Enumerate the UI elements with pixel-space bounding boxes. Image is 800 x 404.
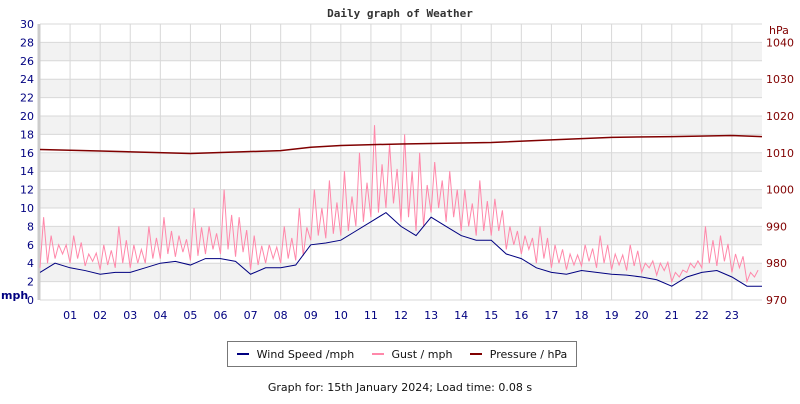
y-tick-label: 24: [20, 73, 34, 86]
legend: Wind Speed /mph Gust / mph Pressure / hP…: [227, 341, 577, 367]
gust-swatch: [371, 353, 384, 355]
y-tick-label: 28: [20, 36, 34, 49]
y-tick-label: 22: [20, 92, 34, 105]
chart-title: Daily graph of Weather: [327, 7, 473, 20]
x-tick-label: 13: [424, 309, 438, 322]
pressure-swatch: [469, 353, 482, 355]
legend-wind-label: Wind Speed /mph: [256, 347, 355, 361]
x-tick-label: 07: [244, 309, 258, 322]
x-tick-label: 05: [183, 309, 197, 322]
x-tick-label: 20: [635, 309, 649, 322]
x-tick-label: 12: [394, 309, 408, 322]
legend-wind: Wind Speed /mph: [236, 347, 355, 361]
x-tick-label: 10: [334, 309, 348, 322]
y-tick-label: 14: [20, 165, 34, 178]
y2-tick-label: 970: [766, 294, 787, 307]
y2-tick-label: 1010: [766, 147, 794, 160]
pressure-series-line: [39, 134, 763, 155]
legend-pressure-label: Pressure / hPa: [489, 347, 568, 361]
x-tick-label: 22: [695, 309, 709, 322]
y2-axis-label: hPa: [769, 24, 789, 37]
y2-tick-label: 990: [766, 220, 787, 233]
x-tick-label: 03: [123, 309, 137, 322]
y-tick-label: 30: [20, 18, 34, 31]
y-tick-label: 20: [20, 110, 34, 123]
x-tick-label: 21: [665, 309, 679, 322]
x-tick-label: 17: [544, 309, 558, 322]
wind-series-line: [39, 211, 762, 287]
legend-gust-label: Gust / mph: [391, 347, 453, 361]
x-tick-label: 09: [304, 309, 318, 322]
y2-tick-label: 1040: [766, 36, 794, 49]
legend-gust: Gust / mph: [371, 347, 453, 361]
x-tick-label: 04: [153, 309, 167, 322]
x-tick-label: 11: [364, 309, 378, 322]
y-tick-label: 12: [20, 184, 34, 197]
y-tick-label: 8: [27, 220, 34, 233]
footer-text: Graph for: 15th January 2024; Load time:…: [267, 381, 533, 394]
wind-swatch: [236, 353, 249, 355]
y-tick-label: 18: [20, 128, 34, 141]
x-tick-label: 01: [63, 309, 77, 322]
x-tick-label: 15: [484, 309, 498, 322]
x-tick-label: 14: [454, 309, 468, 322]
gust-series-line: [39, 125, 759, 284]
y-tick-label: 2: [27, 276, 34, 289]
y2-tick-label: 980: [766, 257, 787, 270]
x-tick-label: 18: [575, 309, 589, 322]
y2-tick-label: 1030: [766, 73, 794, 86]
x-tick-label: 06: [214, 309, 228, 322]
x-tick-label: 23: [725, 309, 739, 322]
x-tick-label: 08: [274, 309, 288, 322]
x-tick-label: 02: [93, 309, 107, 322]
y2-tick-label: 1000: [766, 184, 794, 197]
x-tick-label: 19: [605, 309, 619, 322]
y-tick-label: 10: [20, 202, 34, 215]
y-tick-label: 6: [27, 239, 34, 252]
y-tick-label: 16: [20, 147, 34, 160]
y-tick-label: 4: [27, 257, 34, 270]
y2-tick-label: 1020: [766, 110, 794, 123]
y-tick-label: 26: [20, 55, 34, 68]
legend-pressure: Pressure / hPa: [469, 347, 568, 361]
y-axis-label: mph: [1, 289, 28, 302]
x-tick-label: 16: [514, 309, 528, 322]
y-tick-label: 0: [27, 294, 34, 307]
